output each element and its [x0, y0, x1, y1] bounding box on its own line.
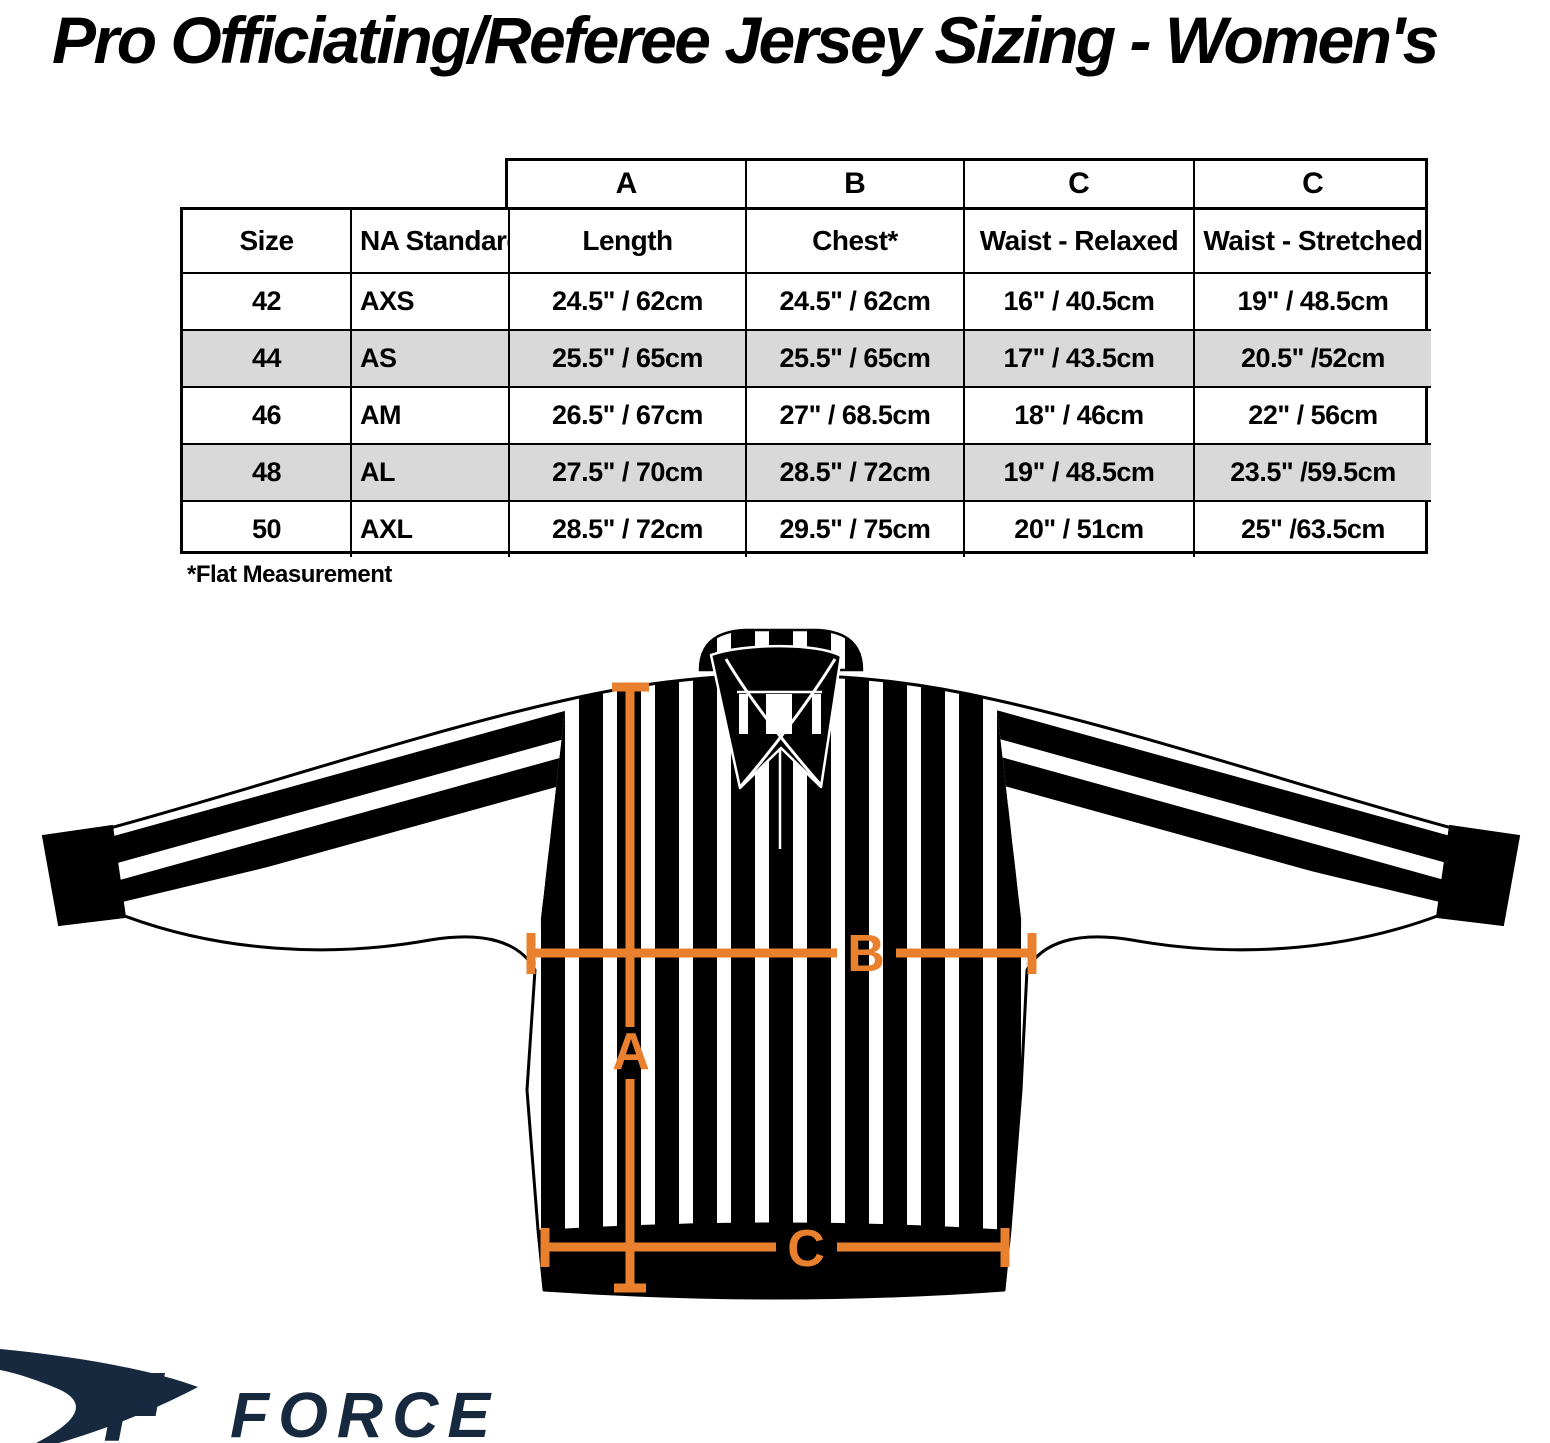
cell-waist-stretched: 22" / 56cm [1193, 386, 1431, 443]
flat-measurement-footnote: *Flat Measurement [187, 561, 392, 588]
cell-length: 28.5" / 72cm [508, 500, 745, 557]
cell-size: 48 [183, 443, 350, 500]
force-logo: F FORCE [0, 1349, 499, 1443]
cell-size: 44 [183, 329, 350, 386]
cell-chest: 27" / 68.5cm [745, 386, 963, 443]
cell-length: 24.5" / 62cm [508, 272, 745, 329]
logo-swoosh [0, 1349, 198, 1443]
cell-waist-relaxed: 17" / 43.5cm [963, 329, 1193, 386]
measure-line-c [540, 1228, 1010, 1267]
cell-size: 50 [183, 500, 350, 557]
col-header-chest: Chest* [745, 210, 963, 272]
logo-wordmark: FORCE [230, 1379, 499, 1443]
cell-waist-relaxed: 20" / 51cm [963, 500, 1193, 557]
page-title: Pro Officiating/Referee Jersey Sizing - … [52, 3, 1439, 77]
cell-chest: 28.5" / 72cm [745, 443, 963, 500]
collar-stripe-right [812, 694, 821, 734]
cell-length: 26.5" / 67cm [508, 386, 745, 443]
cell-length: 27.5" / 70cm [508, 443, 745, 500]
cell-na-standard: AXS [350, 272, 508, 329]
sizing-table: Size NA Standard Length Chest* Waist - R… [180, 207, 1431, 557]
right-cuff [1435, 824, 1521, 927]
collar-stripe-left [739, 694, 748, 734]
cell-na-standard: AL [350, 443, 508, 500]
cell-waist-stretched: 25" /63.5cm [1193, 500, 1431, 557]
cell-waist-stretched: 23.5" /59.5cm [1193, 443, 1431, 500]
jersey-illustration [41, 628, 1521, 1300]
measurement-annotations: A B C [526, 682, 1037, 1293]
waistband [538, 1222, 1010, 1298]
cell-na-standard: AXL [350, 500, 508, 557]
label-b: B [847, 925, 885, 983]
cell-waist-relaxed: 18" / 46cm [963, 386, 1193, 443]
cell-waist-stretched: 20.5" /52cm [1193, 329, 1431, 386]
cell-length: 25.5" / 65cm [508, 329, 745, 386]
measure-line-b [526, 933, 1037, 974]
cell-chest: 25.5" / 65cm [745, 329, 963, 386]
label-a: A [612, 1023, 650, 1081]
jersey-outline [43, 673, 1519, 1300]
collar [709, 644, 843, 849]
measure-key-a: A [615, 167, 638, 200]
measure-key-b: B [745, 161, 963, 207]
cell-na-standard: AS [350, 329, 508, 386]
label-c: C [787, 1220, 825, 1278]
measure-key-row: A B C C [505, 158, 1428, 210]
cell-waist-stretched: 19" / 48.5cm [1193, 272, 1431, 329]
collar-opening-right-edge [739, 658, 837, 787]
cell-size: 42 [183, 272, 350, 329]
collar-opening-left-edge [724, 658, 822, 785]
cell-chest: 29.5" / 75cm [745, 500, 963, 557]
left-cuff [41, 824, 127, 927]
measure-key-c1: C [963, 161, 1193, 207]
col-header-waist-stretched: Waist - Stretched [1193, 210, 1431, 272]
logo-emblem-f: F [103, 1352, 165, 1443]
cell-waist-relaxed: 16" / 40.5cm [963, 272, 1193, 329]
col-header-length: Length [508, 210, 745, 272]
col-header-na-standard: NA Standard [350, 210, 508, 272]
cell-na-standard: AM [350, 386, 508, 443]
cell-chest: 24.5" / 62cm [745, 272, 963, 329]
measure-key-c2: C [1193, 161, 1431, 207]
col-header-waist-relaxed: Waist - Relaxed [963, 210, 1193, 272]
col-header-size: Size [239, 225, 294, 256]
cell-size: 46 [183, 386, 350, 443]
cell-waist-relaxed: 19" / 48.5cm [963, 443, 1193, 500]
measure-line-a [612, 682, 649, 1293]
